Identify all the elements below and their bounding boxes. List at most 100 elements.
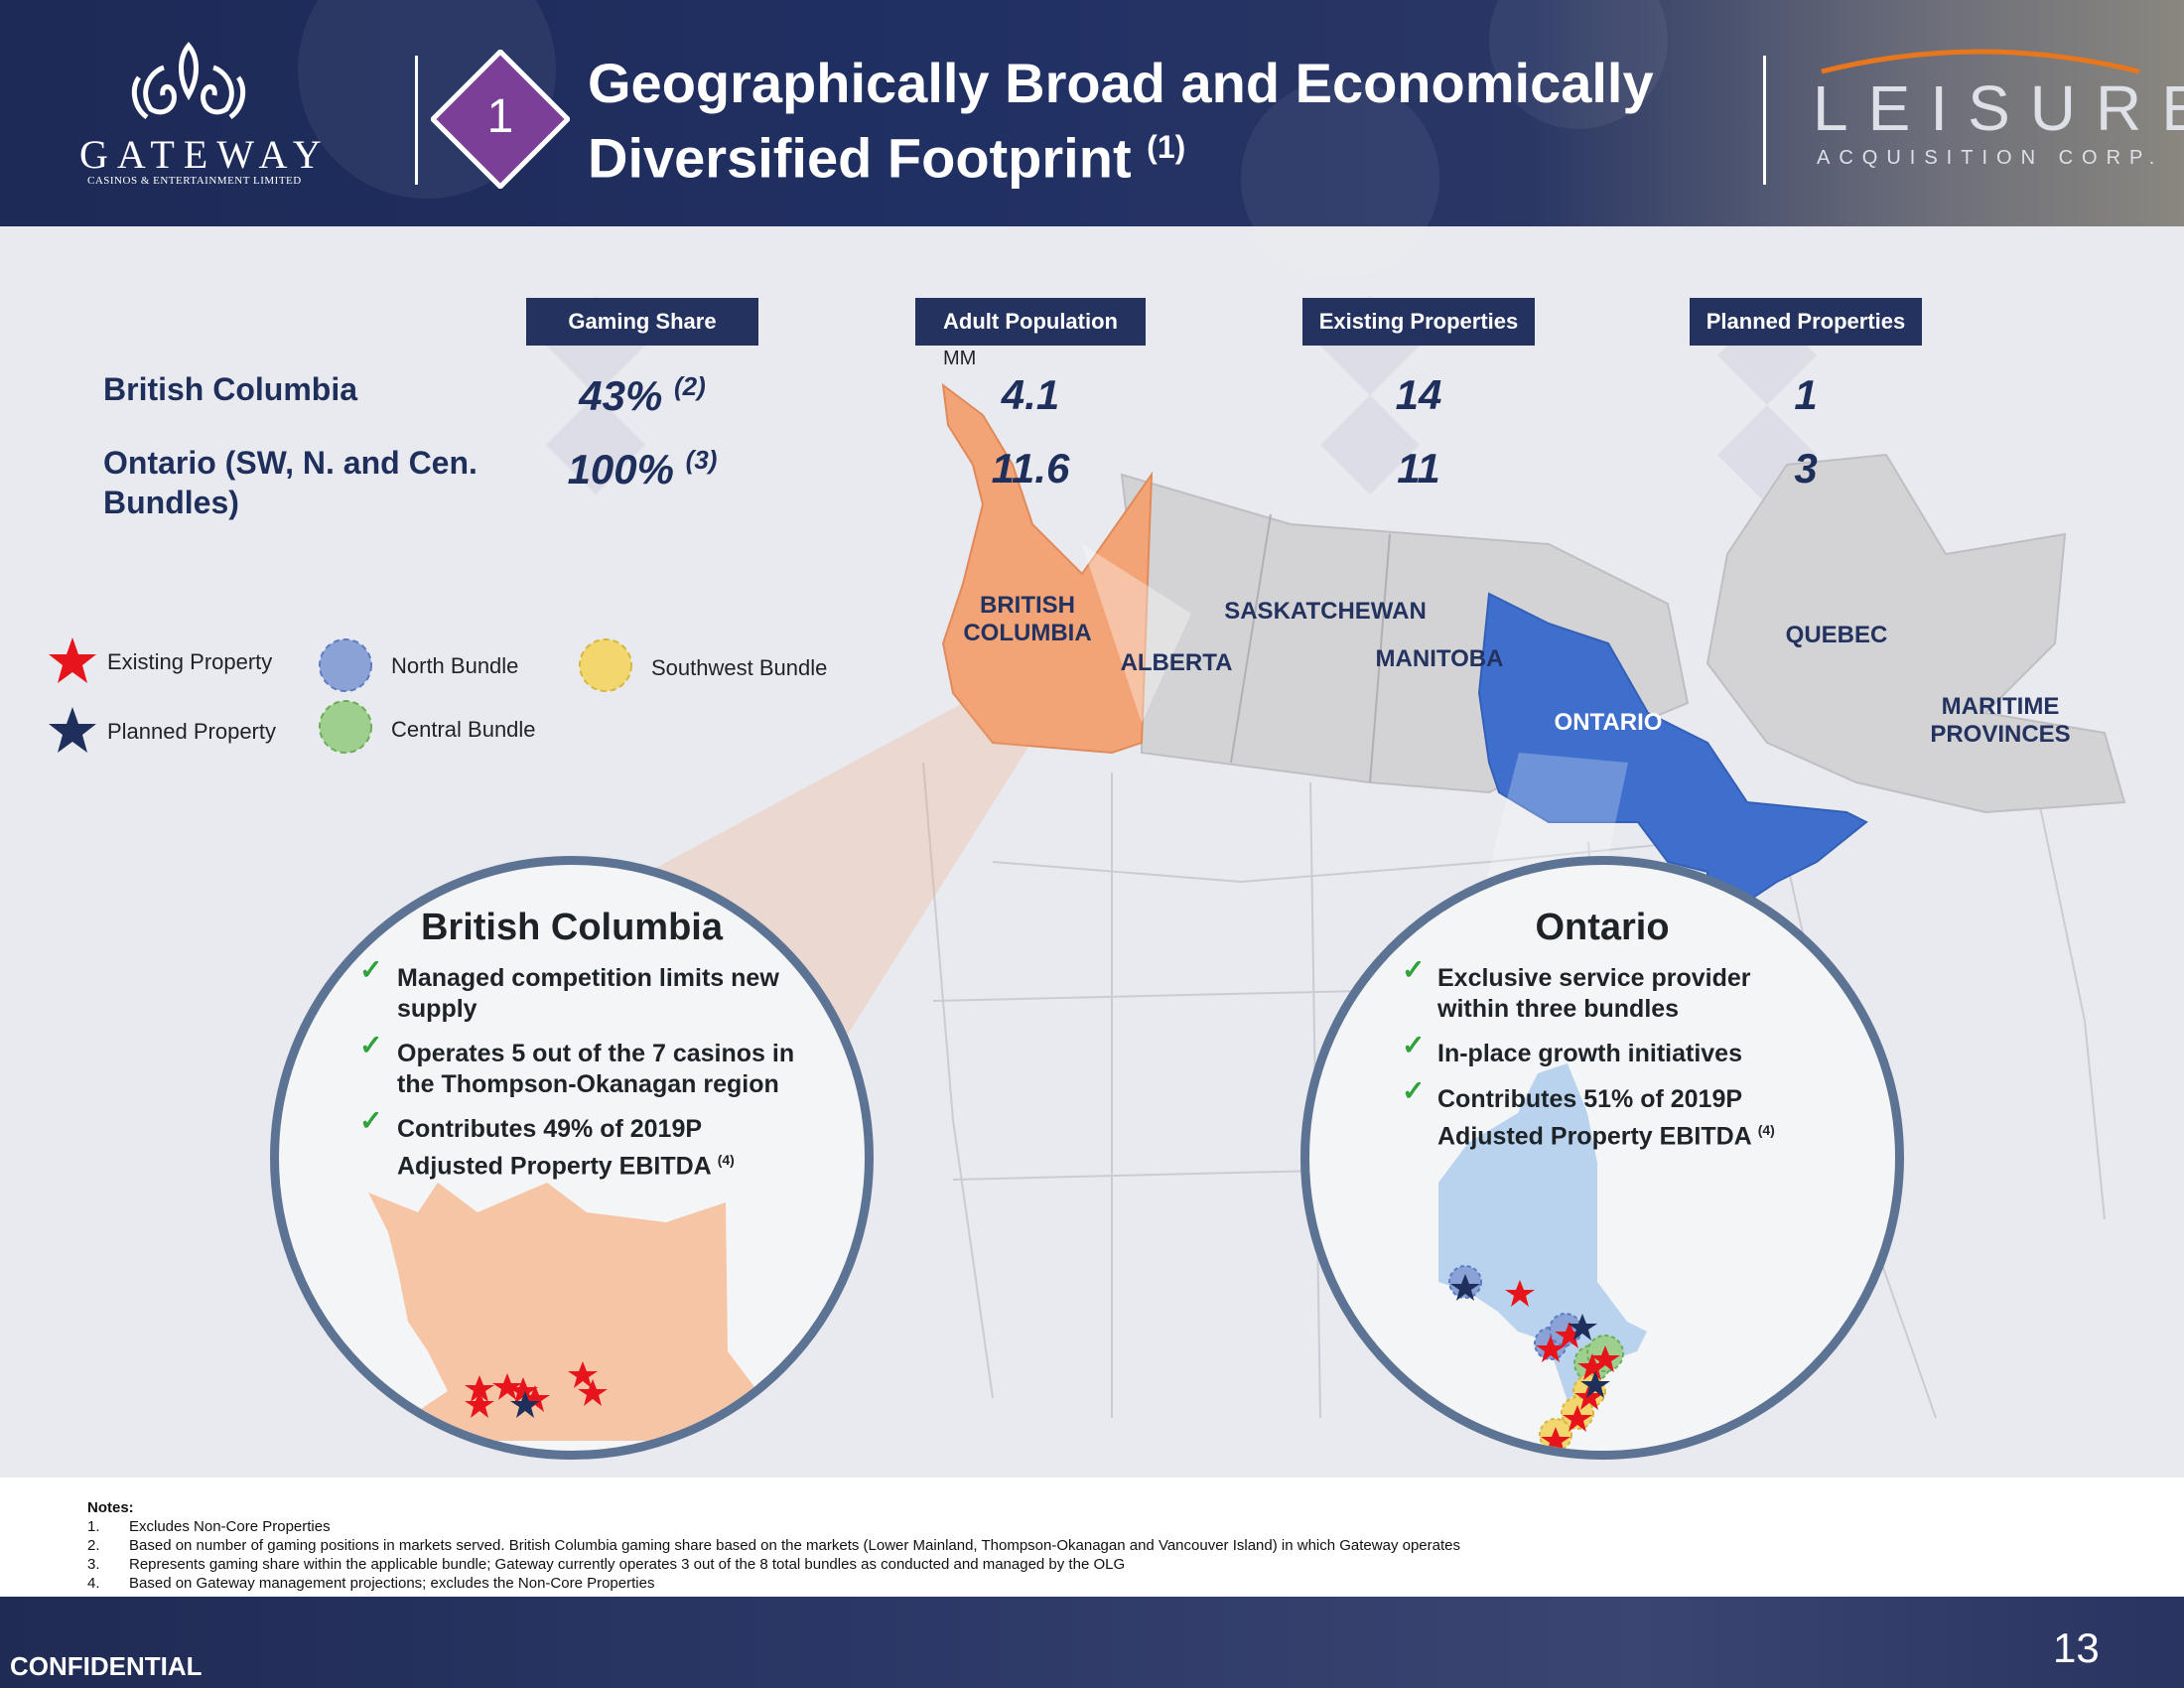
ontario-bullet-2: In-place growth initiatives (1437, 1039, 1742, 1069)
ontario-population: 11.6 (991, 445, 1070, 492)
leisure-logo-text: LEISURE (1813, 72, 2184, 144)
bc-existing: 14 (1395, 371, 1442, 418)
map-label-maritime-line2: PROVINCES (1930, 721, 2071, 748)
ontario-panel-title: Ontario (1535, 907, 1670, 948)
notes-heading: Notes: (87, 1499, 134, 1516)
leisure-logo-subtext: ACQUISITION CORP. (1817, 147, 2164, 169)
row-province-bc: British Columbia (103, 371, 358, 407)
map-label-bc-line2: COLUMBIA (963, 620, 1092, 646)
ontario-bullet-1-line1: Exclusive service provider (1437, 964, 1751, 992)
check-icon: ✓ (1402, 954, 1426, 985)
ontario-gaming-share-value: 100% (567, 446, 674, 492)
page-number: 13 (2053, 1624, 2100, 1671)
bc-bullet-1-line2: supply (397, 995, 478, 1023)
note-2-num: 2. (87, 1537, 100, 1554)
bc-gaming-share-value: 43% (579, 372, 663, 419)
population-unit: MM (943, 348, 977, 369)
bc-bullet-3: Contributes 49% of 2019P Adjusted Proper… (397, 1114, 735, 1182)
row-province-ontario-line1: Ontario (SW, N. and Cen. (103, 445, 478, 481)
check-icon: ✓ (359, 954, 383, 985)
ontario-bullet-3-line1: Contributes 51% of 2019P (1437, 1085, 1743, 1113)
check-icon: ✓ (1402, 1030, 1426, 1060)
check-icon: ✓ (359, 1030, 383, 1060)
note-3-num: 3. (87, 1556, 100, 1573)
header-banner (0, 0, 2184, 278)
ontario-gaming-share-footnote: (3) (685, 445, 718, 475)
header-adult-population: Adult Population (915, 298, 1146, 346)
legend-central: Central Bundle (391, 717, 536, 742)
check-icon: ✓ (359, 1105, 383, 1136)
bc-bullet-3-line2: Adjusted Property EBITDA (397, 1152, 711, 1181)
ontario-bullet-1: Exclusive service provider within three … (1437, 963, 1750, 1025)
note-1-text: Excludes Non-Core Properties (129, 1518, 331, 1535)
ontario-bullet-1-line2: within three bundles (1437, 995, 1680, 1023)
notes-section: Notes: 1. Excludes Non-Core Properties 2… (0, 1477, 2184, 1597)
leisure-arc-icon (1821, 49, 2140, 74)
bc-bullet-3-footnote: (4) (717, 1152, 735, 1168)
gateway-logo-icon (131, 42, 246, 120)
ontario-bullet-3-line2: Adjusted Property EBITDA (1437, 1122, 1751, 1151)
ontario-bullet-2-line1: In-place growth initiatives (1437, 1040, 1742, 1067)
ontario-existing: 11 (1397, 445, 1440, 492)
map-label-saskatchewan: SASKATCHEWAN (1224, 598, 1427, 625)
page-title-line1: Geographically Broad and Economically (588, 52, 1654, 114)
ontario-planned: 3 (1794, 445, 1818, 492)
bc-gaming-share: 43% (2) (526, 371, 758, 420)
bc-bullet-1: Managed competition limits new supply (397, 963, 779, 1025)
note-1-num: 1. (87, 1518, 100, 1535)
note-4-text: Based on Gateway management projections;… (129, 1575, 655, 1592)
bc-bullet-2-line2: the Thompson-Okanagan region (397, 1070, 779, 1098)
header-existing-properties: Existing Properties (1302, 298, 1535, 346)
central-bundle-icon (319, 700, 372, 754)
bc-planned: 1 (1794, 371, 1818, 418)
map-bc (941, 382, 1154, 755)
page-title-footnote: (1) (1147, 129, 1186, 165)
map-label-maritime: MARITIME PROVINCES (1906, 693, 2095, 749)
legend-southwest: Southwest Bundle (651, 655, 828, 680)
page-title-line2: Diversified Footprint (588, 126, 1132, 190)
map-label-ontario: ONTARIO (1554, 709, 1663, 736)
gateway-logo-subtext: Casinos & Entertainment Limited (87, 175, 302, 187)
existing-star-icon (49, 637, 96, 683)
map-label-bc-line1: BRITISH (980, 592, 1075, 619)
ontario-detail-map (1438, 1063, 1647, 1451)
map-label-manitoba: MANITOBA (1375, 645, 1504, 672)
note-4-num: 4. (87, 1575, 100, 1592)
ontario-detail-circle: Ontario (1300, 856, 1904, 1460)
ontario-gaming-share: 100% (3) (526, 445, 758, 493)
header-divider-right (1763, 56, 1766, 185)
row-province-ontario-line2: Bundles) (103, 485, 239, 520)
legend-north: North Bundle (391, 653, 519, 678)
planned-star-icon (49, 707, 96, 753)
ontario-bullet-3-footnote: (4) (1757, 1122, 1775, 1138)
map-label-bc: BRITISH COLUMBIA (953, 592, 1102, 647)
header-divider-left (415, 56, 418, 185)
bc-population: 4.1 (1001, 371, 1060, 418)
header-gaming-share: Gaming Share (526, 298, 758, 346)
confidential-label: CONFIDENTIAL (10, 1651, 203, 1681)
footer-banner (0, 1597, 2184, 1688)
bc-bullet-3-line1: Contributes 49% of 2019P (397, 1115, 703, 1143)
bc-detail-circle: British Columbia (270, 856, 874, 1460)
legend-existing: Existing Property (107, 649, 273, 674)
bc-bullet-1-line1: Managed competition limits new (397, 964, 779, 992)
header-planned-properties: Planned Properties (1690, 298, 1922, 346)
bc-detail-map (368, 1183, 775, 1441)
map-label-maritime-line1: MARITIME (1941, 693, 2060, 720)
row-province-ontario: Ontario (SW, N. and Cen. Bundles) (103, 443, 478, 522)
note-3-text: Represents gaming share within the appli… (129, 1556, 1126, 1573)
bc-bullet-2-line1: Operates 5 out of the 7 casinos in (397, 1040, 795, 1067)
gateway-logo-text: GATEWAY (79, 132, 331, 177)
page-title: Geographically Broad and Economically Di… (588, 52, 1654, 191)
map-label-alberta: ALBERTA (1120, 649, 1233, 676)
ontario-bullet-3: Contributes 51% of 2019P Adjusted Proper… (1437, 1084, 1775, 1152)
bc-bullet-2: Operates 5 out of the 7 casinos in the T… (397, 1039, 794, 1100)
north-bundle-icon (319, 638, 372, 692)
map-label-quebec: QUEBEC (1785, 622, 1888, 648)
section-number-diamond (431, 50, 570, 189)
note-2-text: Based on number of gaming positions in m… (129, 1537, 1460, 1554)
section-number: 1 (486, 90, 514, 143)
bc-gaming-share-footnote: (2) (673, 371, 706, 401)
legend-planned: Planned Property (107, 719, 276, 744)
bc-panel-title: British Columbia (420, 907, 724, 948)
